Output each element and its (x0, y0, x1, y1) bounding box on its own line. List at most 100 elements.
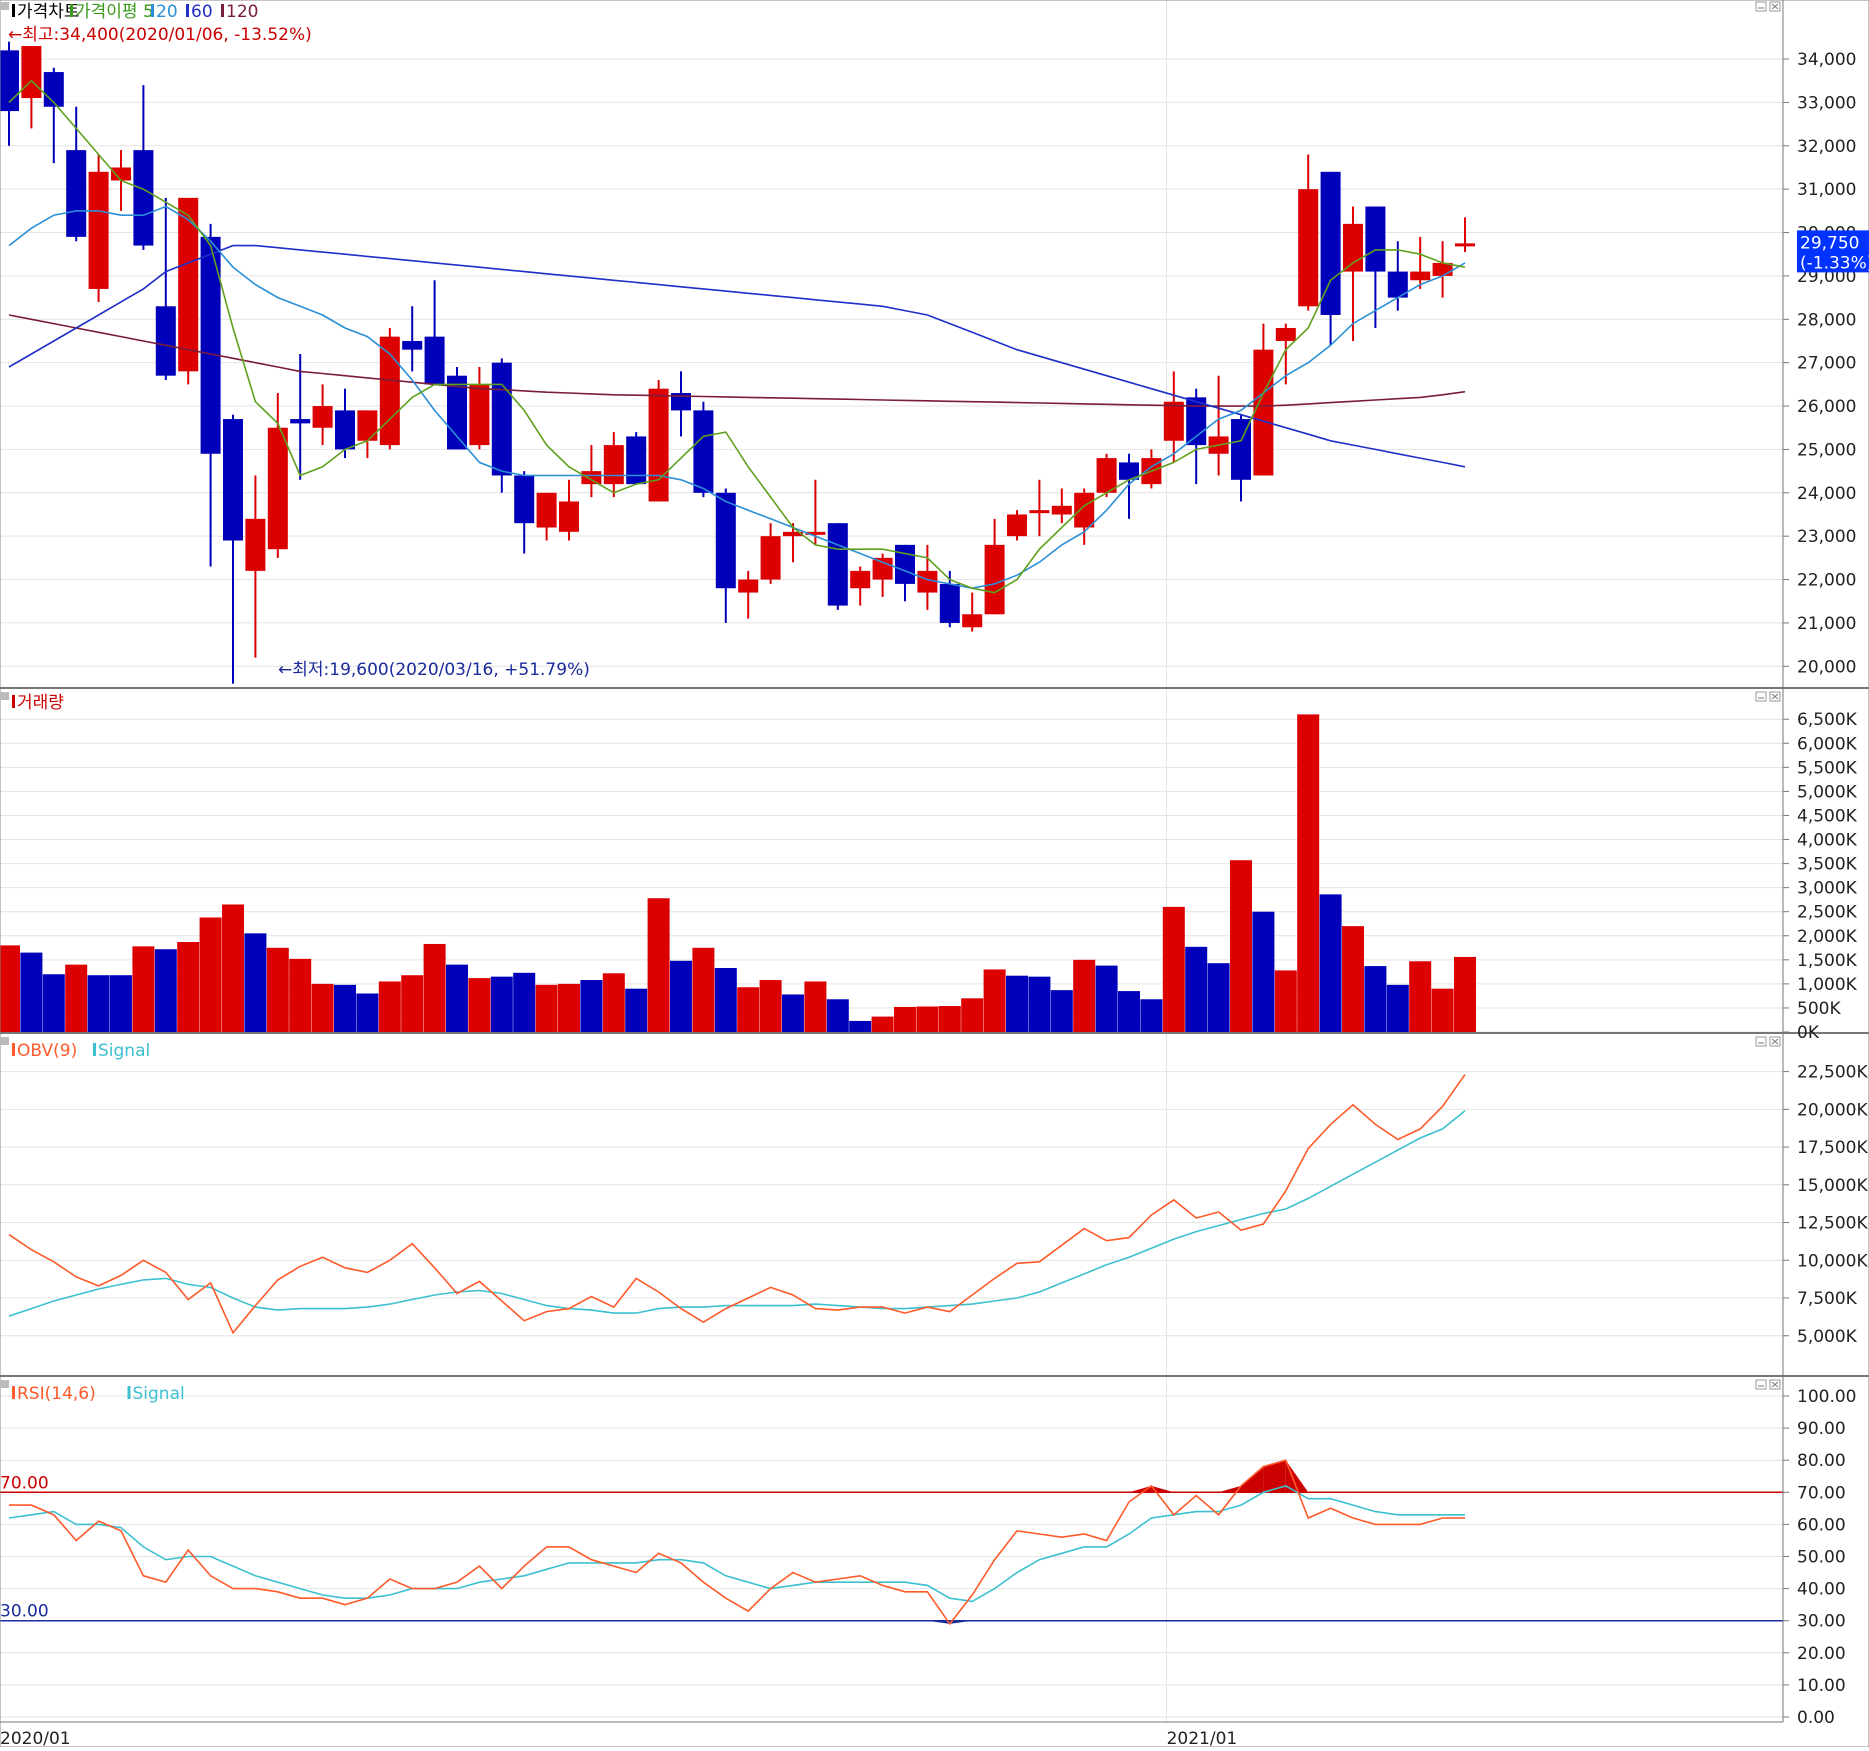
volume-bar (490, 976, 513, 1032)
volume-bar (177, 942, 200, 1032)
volume-bar (1319, 894, 1342, 1032)
volume-bar (1162, 906, 1185, 1032)
candle-body (939, 583, 960, 623)
close-icon (1771, 693, 1779, 700)
candle-body (312, 406, 333, 428)
minimize-icon (1755, 1379, 1767, 1390)
candle-body (1275, 327, 1296, 341)
volume-bar (1230, 860, 1252, 1032)
volume-bar (65, 964, 88, 1032)
candle-body (1029, 510, 1050, 514)
candle-body (1410, 271, 1431, 281)
candle-body (133, 150, 154, 246)
volume-tick-label: 1,000K (1797, 975, 1858, 995)
candle-body (783, 531, 803, 537)
volume-tick-label: 3,000K (1797, 879, 1858, 899)
volume-bar (423, 943, 446, 1032)
rsi-signal-line (8, 1485, 1465, 1603)
volume-bar (647, 898, 670, 1032)
candle-body (715, 492, 736, 589)
volume-tick-label: 4,500K (1797, 806, 1858, 826)
volume-bar (916, 1006, 939, 1032)
candle-body (245, 518, 266, 571)
volume-bar (782, 994, 804, 1032)
price-panel (0, 41, 1475, 684)
candle-body (491, 362, 512, 476)
candle-body (872, 557, 893, 580)
minimize-icon (1755, 691, 1767, 702)
volume-bar (1342, 926, 1364, 1032)
rsi-tick-label: 100.00 (1797, 1387, 1856, 1407)
rsi-oversold-fill (927, 1620, 950, 1624)
volume-tick-label: 2,500K (1797, 903, 1858, 923)
candle-body (1231, 419, 1251, 480)
rsi-70-label: 70.00 (0, 1473, 49, 1493)
volume-bar (871, 1016, 894, 1032)
obv-tick-label: 20,000K (1797, 1100, 1868, 1120)
candle-body (1320, 171, 1341, 315)
candle-body (895, 544, 915, 584)
volume-bar (1185, 946, 1208, 1032)
volume-legend-label: 거래량 (17, 693, 64, 713)
volume-bar (1274, 970, 1297, 1032)
candle-body (1096, 458, 1117, 493)
volume-bar (1050, 990, 1073, 1032)
volume-bar (558, 983, 580, 1032)
volume-tick-label: 2,000K (1797, 927, 1858, 947)
obv-tick-label: 12,500K (1797, 1214, 1868, 1234)
price-tick-label: 20,000 (1797, 657, 1856, 677)
candle-body (693, 410, 714, 493)
ma5-line (8, 79, 1466, 594)
rsi-tick-label: 50.00 (1797, 1548, 1846, 1568)
candle-body (357, 410, 378, 441)
price-legend-swatch (12, 4, 15, 17)
rsi-line (9, 1459, 1465, 1626)
price-tick-label: 28,000 (1797, 310, 1856, 330)
candle-body (1051, 505, 1072, 515)
candle-body (626, 436, 647, 485)
candle-body (1365, 206, 1386, 272)
volume-bar (759, 980, 782, 1032)
volume-bar (266, 947, 289, 1032)
x-tick-label: 2021/01 (1167, 1729, 1238, 1747)
price-legend-label: 60 (191, 2, 213, 22)
rsi-30-label: 30.00 (0, 1602, 49, 1622)
volume-bar (1028, 976, 1051, 1032)
volume-bar (334, 984, 356, 1032)
price-tick-label: 34,000 (1797, 50, 1856, 70)
current-price-value: 29,750 (1800, 233, 1859, 253)
volume-bar (1006, 975, 1028, 1032)
volume-bar (714, 968, 737, 1032)
volume-bar (110, 975, 132, 1032)
candle-body (559, 501, 579, 532)
price-tick-label: 31,000 (1797, 180, 1856, 200)
candle-body (1163, 401, 1184, 441)
x-tick-label: 2020/01 (0, 1729, 71, 1747)
candle-body (1007, 514, 1027, 537)
price-legend-swatch (221, 4, 224, 17)
rsi-tick-label: 60.00 (1797, 1515, 1846, 1535)
volume-bar (199, 917, 222, 1032)
rsi-tick-label: 40.00 (1797, 1580, 1846, 1600)
price-legend-label: 가격이평 5 (75, 2, 154, 22)
price-tick-label: 32,000 (1797, 137, 1856, 157)
volume-bar (1073, 959, 1096, 1032)
candle-body (379, 336, 400, 446)
candle-body (223, 419, 243, 541)
volume-bar (378, 981, 401, 1032)
candle-body (738, 579, 759, 593)
volume-bar (1207, 963, 1230, 1032)
close-icon (1771, 3, 1779, 10)
volume-bar (1409, 961, 1432, 1032)
rsi-oversold-fill (949, 1620, 973, 1624)
volume-bar (737, 987, 760, 1032)
volume-bar (401, 975, 424, 1032)
volume-bar (983, 969, 1006, 1032)
price-tick-label: 27,000 (1797, 354, 1856, 374)
volume-bar (938, 1006, 961, 1032)
rsi-overbought-fill (1218, 1485, 1241, 1493)
